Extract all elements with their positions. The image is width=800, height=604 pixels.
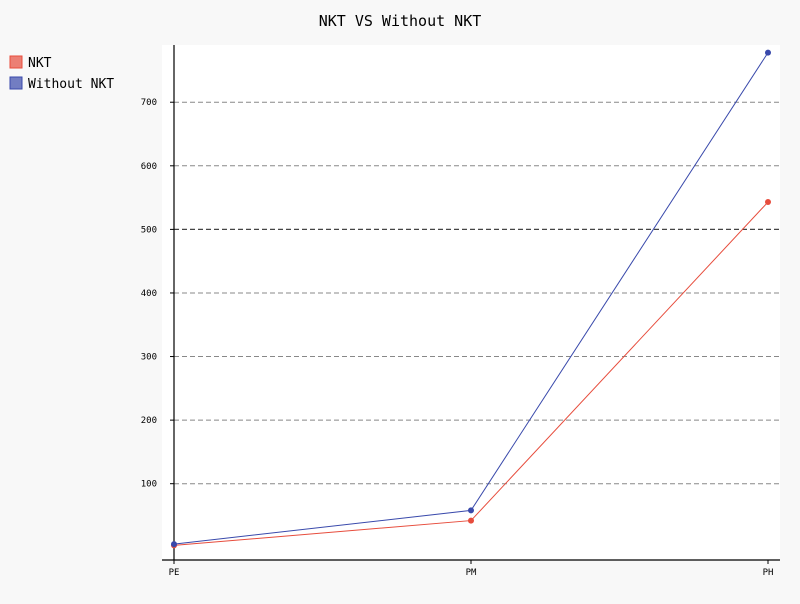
plot-area: [162, 45, 780, 560]
y-tick-label: 200: [141, 416, 157, 426]
y-tick-label: 600: [141, 162, 157, 172]
x-tick-label: PM: [466, 568, 477, 578]
axes: 100 200 300 400 500 600 700 PE PM PH: [141, 45, 780, 578]
grid-lines: [174, 101, 780, 485]
x-tick-label: PH: [763, 568, 774, 578]
legend-swatch: [9, 55, 23, 69]
data-point: [765, 199, 771, 206]
y-tick-label: 300: [141, 353, 157, 363]
data-point: [765, 49, 771, 56]
legend-label: Without NKT: [28, 77, 114, 92]
chart-title: NKT VS Without NKT: [319, 12, 482, 30]
legend-label: NKT: [28, 56, 52, 71]
y-tick-label: 500: [141, 225, 157, 235]
legend-swatch: [9, 76, 23, 90]
y-tick-label: 400: [141, 289, 157, 299]
legend: NKT Without NKT: [9, 55, 114, 92]
series-layer: [171, 49, 771, 549]
data-point: [468, 507, 474, 514]
data-point: [171, 541, 177, 548]
y-tick-label: 100: [141, 480, 157, 490]
data-point: [468, 517, 474, 524]
x-tick-label: PE: [169, 568, 180, 578]
y-tick-label: 700: [141, 98, 157, 108]
